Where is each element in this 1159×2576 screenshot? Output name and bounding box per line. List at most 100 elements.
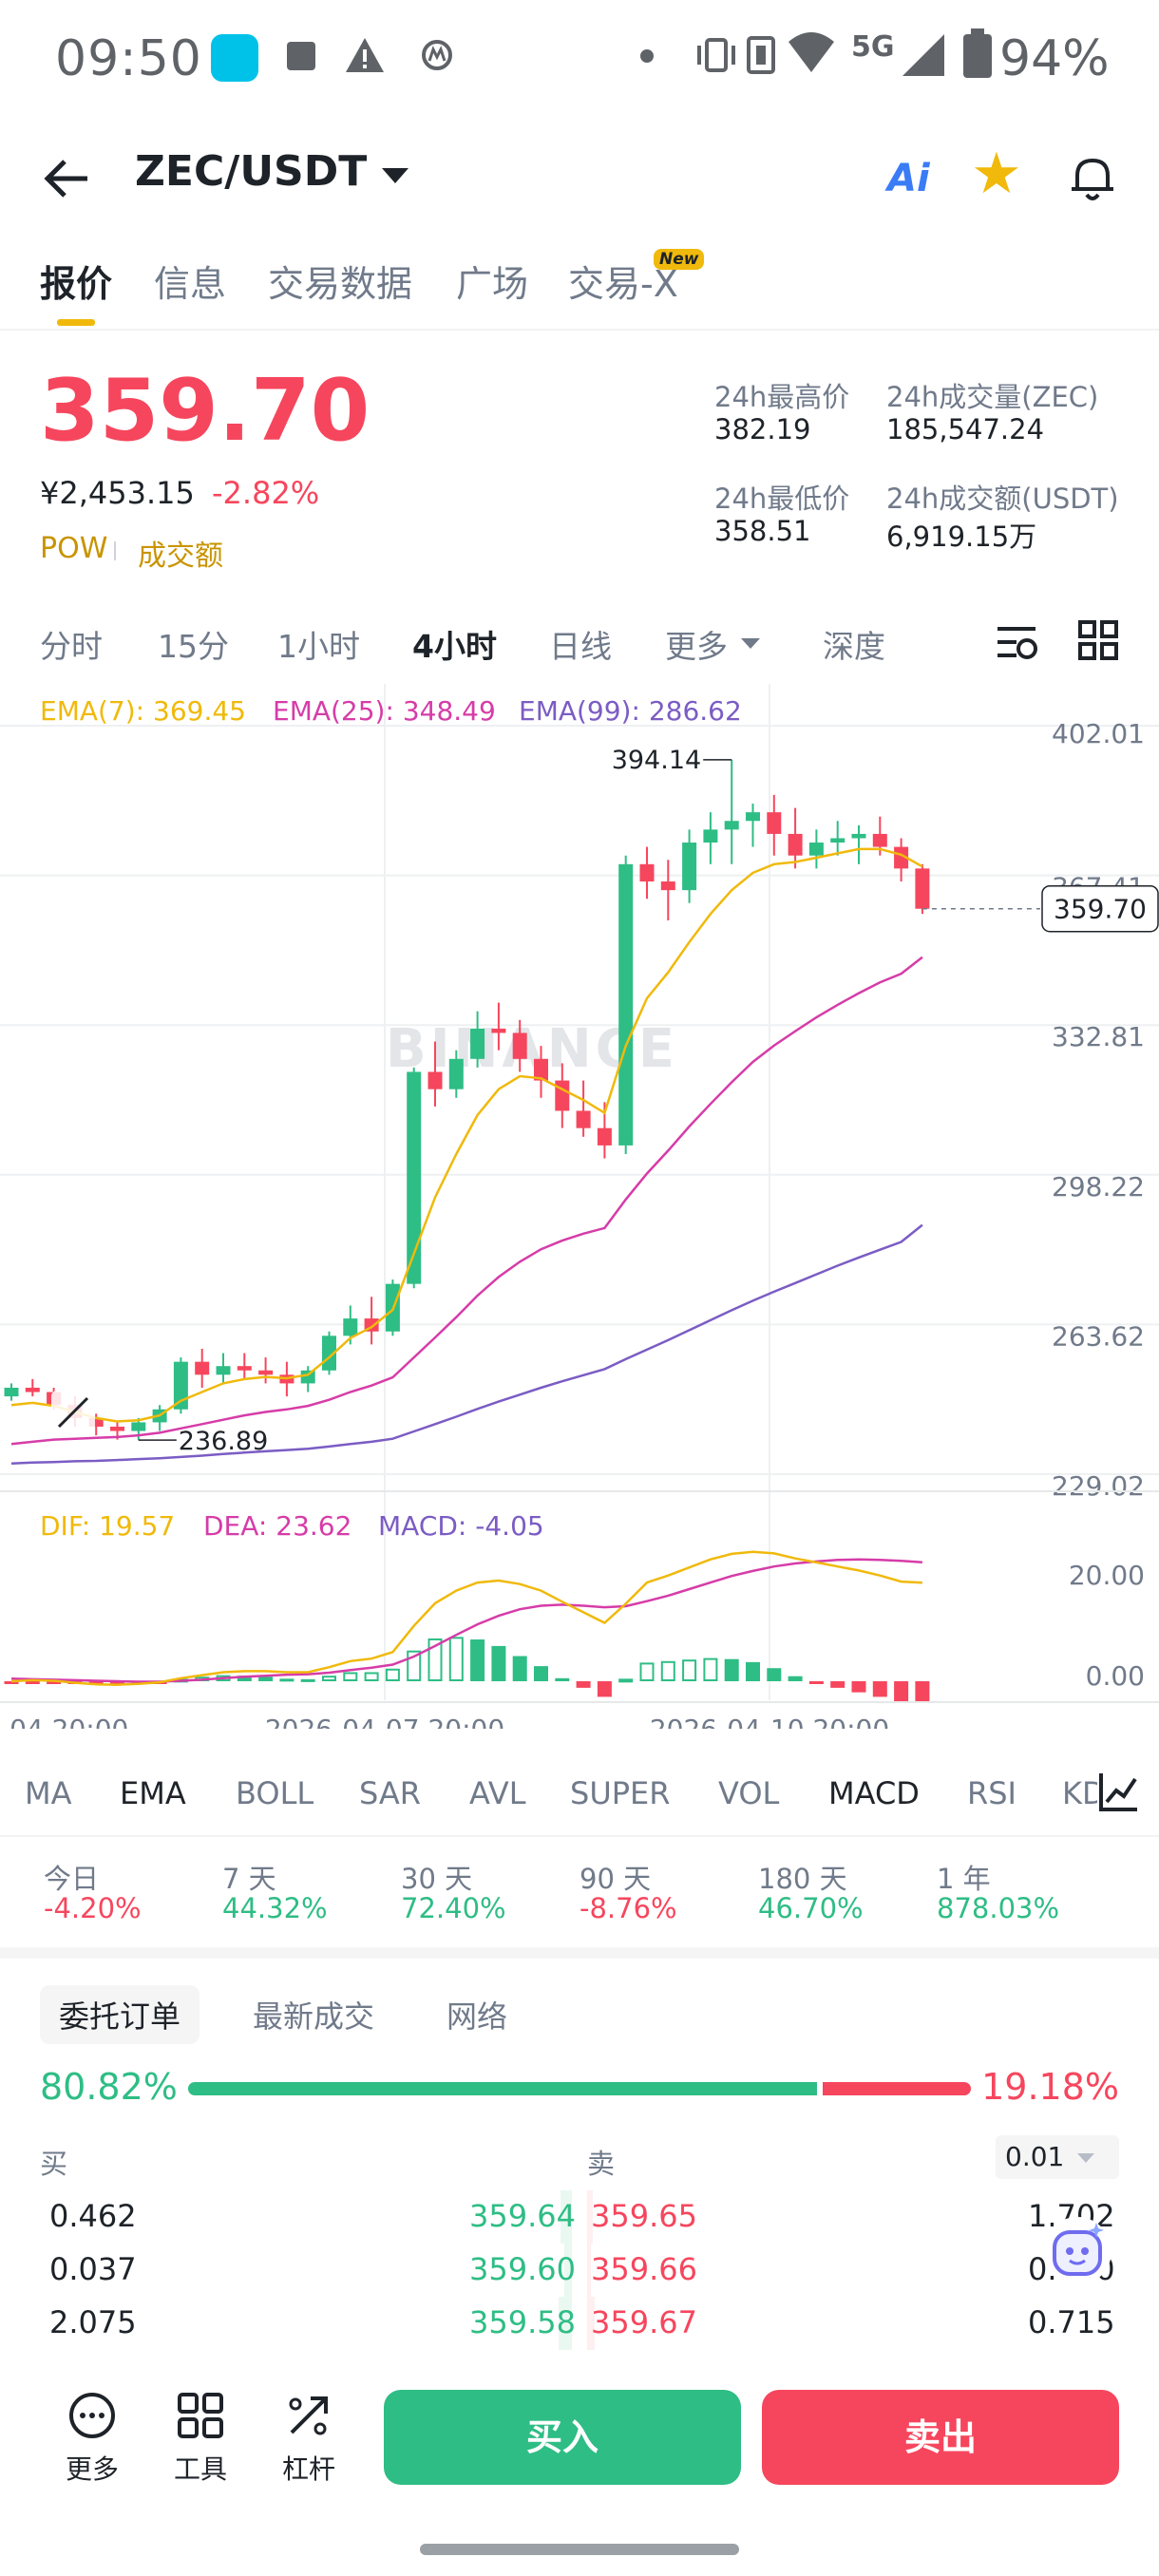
candle-body <box>872 833 887 847</box>
interval-1h[interactable]: 1小时 <box>277 628 360 665</box>
macd-bar <box>25 1681 40 1684</box>
indicator-macd[interactable]: MACD <box>828 1775 920 1811</box>
depth-tab[interactable]: 深度 <box>823 628 885 665</box>
macd-bar <box>788 1676 803 1681</box>
sell-ratio: 19.18% <box>981 2066 1119 2108</box>
more-icon[interactable] <box>49 2389 135 2446</box>
macd-bar <box>555 1677 570 1681</box>
tools-label[interactable]: 工具 <box>173 2453 227 2485</box>
interval-4h[interactable]: 4小时 <box>412 628 497 665</box>
candle-body <box>555 1080 570 1111</box>
indicator-boll[interactable]: BOLL <box>236 1775 314 1811</box>
top-tabs: 报价 信息 交易数据 广场 交易-X New <box>0 245 1159 331</box>
indicator-vol[interactable]: VOL <box>718 1775 780 1811</box>
bid-price: 359.64 <box>469 2198 576 2234</box>
assistant-bot-icon[interactable] <box>1043 2217 1112 2285</box>
orderbook-row[interactable]: 0.037 359.60 359.66 0.050 <box>0 2244 1159 2297</box>
macd-bar <box>597 1681 612 1697</box>
ask-depth-bar <box>587 2190 593 2244</box>
ask-price: 359.67 <box>591 2304 697 2340</box>
chevron-down-icon <box>1077 2153 1094 2163</box>
ema99-legend: EMA(99): 286.62 <box>519 695 742 727</box>
indicator-avl[interactable]: AVL <box>469 1775 526 1811</box>
indicator-ema[interactable]: EMA <box>120 1775 186 1811</box>
perf-30d-value: 72.40% <box>401 1892 506 1924</box>
candle-body <box>216 1366 231 1375</box>
app-header: ZEC/USDT Ai ★ <box>0 128 1159 233</box>
tab-order-book[interactable]: 委托订单 <box>40 1985 200 2044</box>
perf-180d-value: 46.70% <box>758 1892 864 1924</box>
leverage-icon[interactable] <box>266 2389 352 2446</box>
candle-body <box>534 1058 548 1081</box>
macd-bar <box>746 1661 760 1681</box>
tab-info[interactable]: 信息 <box>154 263 227 305</box>
candle-body <box>25 1387 40 1392</box>
macd-bar <box>428 1638 443 1682</box>
macd-bar <box>830 1681 846 1688</box>
indicator-ma[interactable]: MA <box>25 1775 72 1811</box>
status-bar: 09:50 5G 94% <box>0 0 1159 119</box>
interval-more[interactable]: 更多 <box>665 628 728 665</box>
tools-icon[interactable] <box>158 2389 243 2446</box>
sim-icon <box>747 36 785 74</box>
bid-depth-bar <box>560 2190 572 2244</box>
indicator-rsi[interactable]: RSI <box>967 1775 1016 1811</box>
tab-quote[interactable]: 报价 <box>40 263 113 305</box>
orderbook-row[interactable]: 0.462 359.64 359.65 1.702 <box>0 2190 1159 2244</box>
layout-grid-icon[interactable] <box>1077 619 1119 661</box>
divider <box>0 1835 1159 1837</box>
pair-title[interactable]: ZEC/USDT <box>135 147 368 196</box>
tab-trading-data[interactable]: 交易数据 <box>268 263 413 305</box>
ai-assistant-icon[interactable]: Ai <box>887 157 930 200</box>
candle-body <box>830 838 846 843</box>
leverage-label[interactable]: 杠杆 <box>281 2453 335 2485</box>
ema7-line <box>10 847 923 1423</box>
expand-icon <box>57 1396 89 1429</box>
macd-bar <box>322 1676 336 1682</box>
candle-body <box>660 881 675 891</box>
price-cny: ¥2,453.15 <box>40 475 195 511</box>
chart-settings-icon[interactable] <box>994 619 1039 665</box>
candle-body <box>88 1417 104 1427</box>
macd-bar <box>88 1681 104 1685</box>
candle-body <box>915 868 930 909</box>
macd-legend: MACD: -4.05 <box>378 1510 544 1542</box>
tab-network[interactable]: 网络 <box>446 1998 508 2035</box>
indicator-settings-icon[interactable] <box>1097 1770 1141 1813</box>
tag-volume-rank[interactable]: 成交额 <box>138 540 223 573</box>
candle-body <box>110 1426 124 1431</box>
pair-dropdown-icon[interactable] <box>382 168 408 183</box>
tag-pow[interactable]: POW <box>40 532 108 565</box>
macd-bar <box>703 1657 718 1681</box>
amount-24h-value: 6,919.15万 <box>886 521 1037 553</box>
macd-tick-label: 0.00 <box>1086 1660 1145 1692</box>
candle-body <box>300 1370 315 1384</box>
back-arrow-icon[interactable] <box>40 152 93 205</box>
buy-button[interactable]: 买入 <box>384 2390 741 2485</box>
tab-square[interactable]: 广场 <box>456 263 529 305</box>
bell-icon[interactable] <box>1066 151 1119 204</box>
indicator-sar[interactable]: SAR <box>359 1775 422 1811</box>
favorite-star-icon[interactable]: ★ <box>971 141 1022 207</box>
interval-timeshare[interactable]: 分时 <box>40 628 103 665</box>
perf-30d-label: 30 天 <box>401 1863 473 1895</box>
y-tick-label: 298.22 <box>1052 1171 1145 1203</box>
candlestick-chart[interactable]: 402.01367.41332.81298.22263.62229.02BINA… <box>0 684 1159 1729</box>
bid-header: 买 <box>40 2148 68 2180</box>
ask-depth-bar <box>587 2244 591 2297</box>
candle-body <box>618 863 634 1146</box>
precision-select[interactable]: 0.01 <box>996 2135 1119 2179</box>
tab-trade-x[interactable]: 交易-X <box>568 263 678 305</box>
indicator-super[interactable]: SUPER <box>570 1775 671 1811</box>
tab-recent-trades[interactable]: 最新成交 <box>253 1998 375 2035</box>
home-indicator[interactable] <box>420 2544 739 2555</box>
candle-body <box>491 1028 506 1033</box>
y-tick-label: 229.02 <box>1052 1470 1145 1502</box>
indicator-tabs: MA EMA BOLL SAR AVL SUPER VOL MACD RSI K… <box>0 1762 1159 1828</box>
interval-1d[interactable]: 日线 <box>549 628 612 665</box>
sell-button[interactable]: 卖出 <box>762 2390 1119 2485</box>
orderbook-row[interactable]: 2.075 359.58 359.67 0.715 <box>0 2297 1159 2350</box>
candle-body <box>407 1071 422 1284</box>
interval-15m[interactable]: 15分 <box>158 628 229 665</box>
more-label[interactable]: 更多 <box>65 2453 119 2485</box>
